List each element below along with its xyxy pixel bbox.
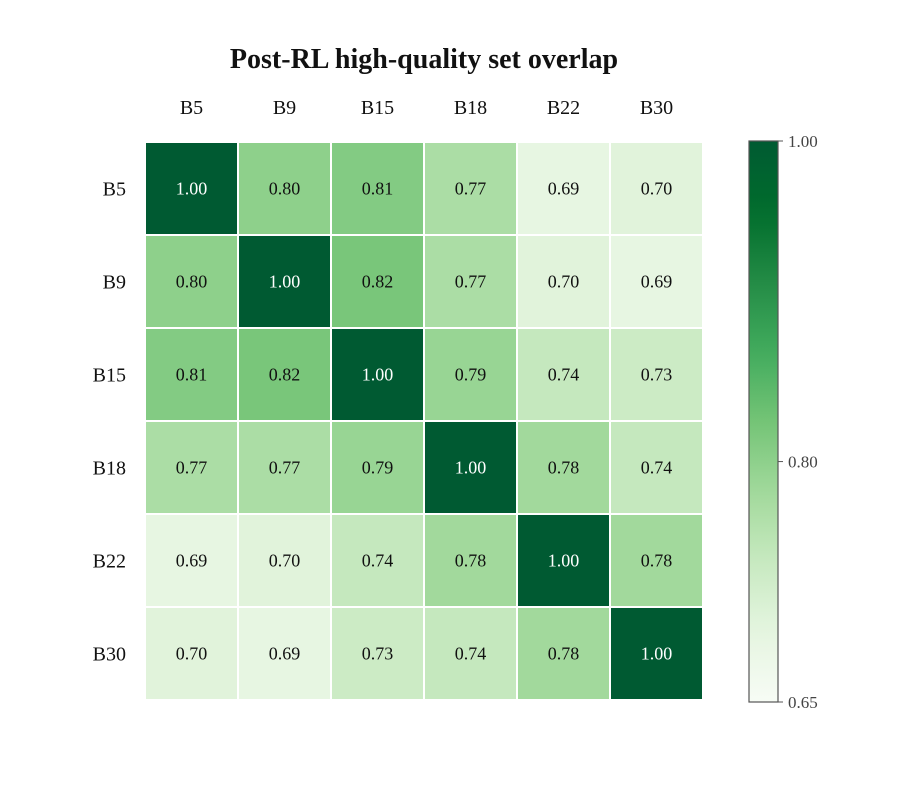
heatmap-cell-B9-B18	[423, 234, 518, 329]
cell-value-label: 0.78	[548, 458, 580, 478]
heatmap-cell-B30-B5	[144, 606, 239, 701]
cell-value-label: 0.70	[176, 644, 208, 664]
cell-value-label: 0.77	[176, 458, 208, 478]
cell-value-label: 0.78	[641, 551, 673, 571]
cell-value-label: 0.69	[176, 551, 208, 571]
heatmap-cell-B18-B30	[609, 420, 704, 515]
colorbar-gradient	[748, 140, 779, 703]
heatmap-cell-B22-B30	[609, 513, 704, 608]
heatmap-cell-B30-B18	[423, 606, 518, 701]
cell-value-label: 0.69	[548, 179, 580, 199]
x-axis-tick-labels: B5 B9 B15 B18 B22 B30	[180, 97, 673, 119]
cell-value-label: 0.81	[176, 365, 208, 385]
heatmap-cell-B5-B30	[609, 141, 704, 236]
y-tick-label: B18	[93, 458, 126, 480]
heatmap-cell-B18-B22	[516, 420, 611, 515]
cell-value-label: 0.77	[455, 179, 487, 199]
cell-value-label: 0.80	[269, 179, 301, 199]
cell-value-label: 0.70	[641, 179, 673, 199]
cell-value-label: 0.70	[548, 272, 580, 292]
y-tick-label: B22	[93, 551, 126, 573]
y-tick-label: B30	[93, 644, 126, 666]
colorbar: 1.00 0.80 0.65	[748, 132, 818, 712]
heatmap-cell-B9-B30	[609, 234, 704, 329]
y-tick-label: B9	[103, 272, 126, 294]
cell-value-label: 0.70	[269, 551, 301, 571]
heatmap-cell-B30-B22	[516, 606, 611, 701]
chart-title: Post-RL high-quality set overlap	[230, 44, 618, 75]
heatmap-cell-B15-B9	[237, 327, 332, 422]
x-tick-label: B9	[273, 97, 296, 119]
heatmap-cell-B15-B22	[516, 327, 611, 422]
cell-value-label: 0.69	[641, 272, 673, 292]
heatmap-cell-B15-B30	[609, 327, 704, 422]
cell-value-label: 0.80	[176, 272, 208, 292]
cell-value-label: 1.00	[641, 644, 673, 664]
cell-value-label: 0.79	[455, 365, 487, 385]
x-tick-label: B22	[547, 97, 580, 119]
colorbar-tick-label: 0.80	[788, 453, 818, 472]
colorbar-tick-label: 0.65	[788, 693, 818, 712]
x-tick-label: B5	[180, 97, 203, 119]
y-axis-tick-labels: B5 B9 B15 B18 B22 B30	[93, 179, 126, 666]
cell-value-label: 0.81	[362, 179, 394, 199]
cell-value-label: 0.82	[269, 365, 301, 385]
heatmap-cell-B5-B5	[144, 141, 239, 236]
cell-value-label: 0.74	[455, 644, 487, 664]
heatmap-cell-B22-B18	[423, 513, 518, 608]
heatmap-cell-B5-B9	[237, 141, 332, 236]
heatmap-cell-B5-B15	[330, 141, 425, 236]
cell-value-label: 0.73	[641, 365, 673, 385]
cell-value-label: 0.77	[269, 458, 301, 478]
heatmap-cell-B22-B22	[516, 513, 611, 608]
cell-value-label: 0.77	[455, 272, 487, 292]
x-tick-label: B18	[454, 97, 487, 119]
cell-value-label: 0.78	[548, 644, 580, 664]
cell-value-label: 1.00	[455, 458, 487, 478]
heatmap-cells: 1.00 0.80 0.81 0.77 0.69 0.70 0.80 1.00 0.82 0.77…	[144, 141, 704, 701]
cell-value-label: 0.79	[362, 458, 394, 478]
heatmap-cell-B18-B9	[237, 420, 332, 515]
cell-value-label: 0.69	[269, 644, 301, 664]
heatmap-cell-B15-B18	[423, 327, 518, 422]
heatmap-cell-B22-B15	[330, 513, 425, 608]
x-tick-label: B30	[640, 97, 673, 119]
heatmap-cell-B30-B30	[609, 606, 704, 701]
cell-value-label: 0.74	[548, 365, 580, 385]
x-tick-label: B15	[361, 97, 394, 119]
cell-value-label: 0.74	[362, 551, 394, 571]
y-tick-label: B15	[93, 365, 126, 387]
cell-value-label: 1.00	[269, 272, 301, 292]
cell-value-label: 1.00	[176, 179, 208, 199]
cell-value-label: 0.74	[641, 458, 673, 478]
cell-value-label: 1.00	[548, 551, 580, 571]
colorbar-tick-label: 1.00	[788, 132, 818, 151]
heatmap-cell-B18-B18	[423, 420, 518, 515]
y-tick-label: B5	[103, 179, 126, 201]
cell-value-label: 1.00	[362, 365, 394, 385]
cell-value-label: 0.73	[362, 644, 394, 664]
cell-value-label: 0.78	[455, 551, 487, 571]
cell-value-label: 0.82	[362, 272, 394, 292]
heatmap-cell-B18-B15	[330, 420, 425, 515]
heatmap-cell-B18-B5	[144, 420, 239, 515]
heatmap-cell-B9-B9	[237, 234, 332, 329]
